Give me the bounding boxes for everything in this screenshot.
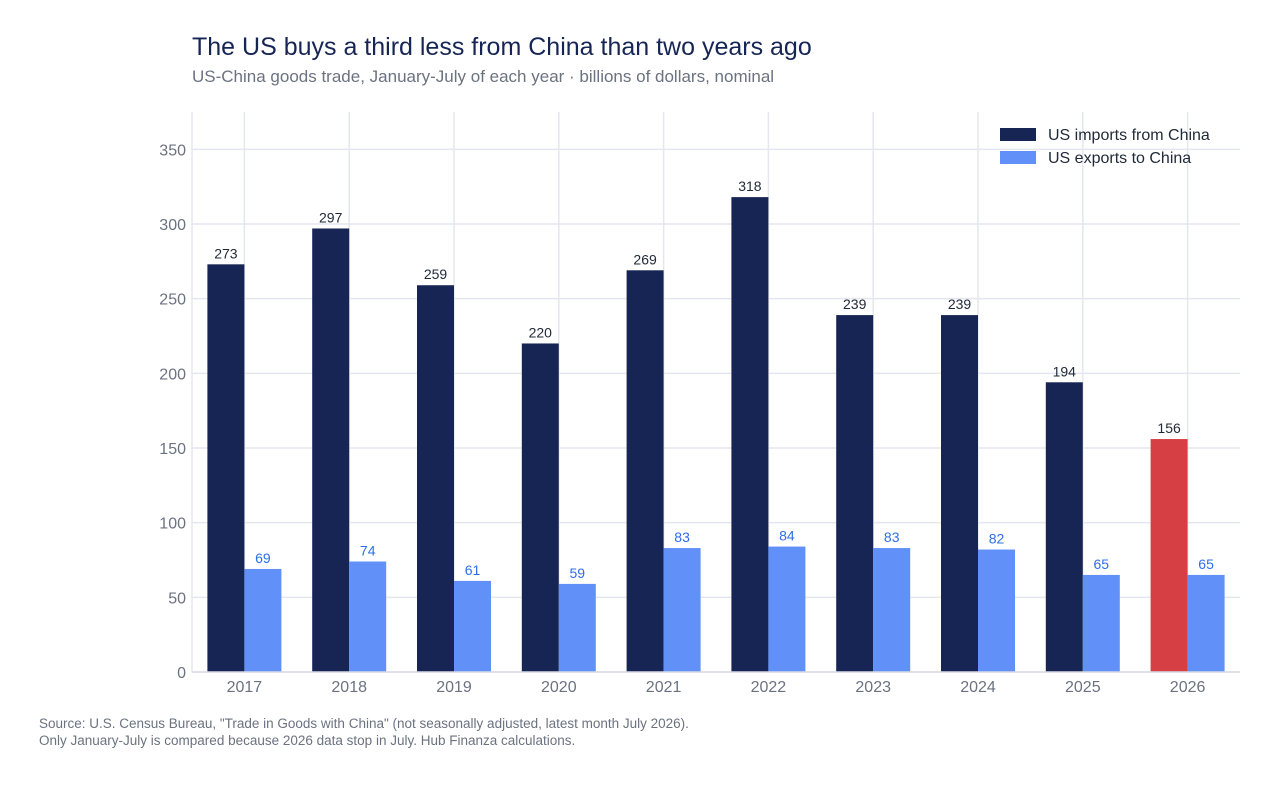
source-line-1: Source: U.S. Census Bureau, "Trade in Go…: [39, 716, 689, 731]
data-label-exports-2025: 65: [1094, 556, 1110, 572]
data-label-imports-2018: 297: [319, 209, 343, 225]
data-label-exports-2022: 84: [779, 528, 795, 544]
x-tick-label: 2018: [331, 679, 367, 696]
source-line-2: Only January-July is compared because 20…: [39, 733, 576, 748]
data-label-imports-2025: 194: [1053, 363, 1077, 379]
legend-swatch-exports: [1000, 151, 1036, 164]
bar-imports-2026: [1150, 439, 1188, 672]
data-label-imports-2023: 239: [843, 296, 867, 312]
data-label-exports-2017: 69: [255, 550, 271, 566]
chart-title: The US buys a third less from China than…: [192, 33, 812, 61]
bar-exports-2018: [349, 561, 387, 672]
source-note: Source: U.S. Census Bureau, "Trade in Go…: [39, 715, 689, 749]
chart-subtitle: US-China goods trade, January-July of ea…: [192, 67, 775, 86]
y-tick-label: 350: [159, 142, 186, 159]
bar-exports-2019: [454, 580, 491, 672]
x-tick-label: 2021: [646, 679, 682, 696]
data-label-exports-2023: 83: [884, 529, 900, 545]
legend-swatch-imports: [1000, 128, 1036, 141]
y-tick-label: 200: [159, 366, 186, 383]
data-label-imports-2022: 318: [738, 178, 762, 194]
x-tick-label: 2025: [1065, 679, 1101, 696]
legend-label-exports: US exports to China: [1048, 150, 1191, 167]
bar-exports-2021: [663, 548, 701, 672]
x-tick-label: 2022: [751, 679, 787, 696]
bar-exports-2023: [873, 548, 911, 672]
bar-exports-2020: [558, 583, 596, 672]
y-tick-label: 150: [159, 441, 186, 458]
bar-exports-2024: [978, 549, 1015, 672]
bar-exports-2025: [1082, 574, 1120, 672]
data-label-imports-2021: 269: [633, 251, 657, 267]
data-label-exports-2019: 61: [465, 562, 481, 578]
y-tick-label: 0: [177, 665, 186, 682]
data-label-exports-2026: 65: [1198, 556, 1214, 572]
data-label-exports-2018: 74: [360, 542, 376, 558]
data-label-imports-2017: 273: [214, 245, 238, 261]
bar-exports-2026: [1187, 574, 1225, 672]
x-tick-label: 2020: [541, 679, 577, 696]
data-label-imports-2024: 239: [948, 296, 972, 312]
x-tick-label: 2026: [1170, 679, 1206, 696]
x-tick-label: 2019: [436, 679, 472, 696]
bar-exports-2022: [768, 546, 806, 672]
y-tick-label: 250: [159, 292, 186, 309]
data-label-exports-2024: 82: [989, 531, 1005, 547]
bar-exports-2017: [244, 568, 282, 672]
bar-imports-2022: [731, 197, 769, 672]
data-label-imports-2026: 156: [1157, 420, 1181, 436]
x-tick-label: 2024: [960, 679, 996, 696]
bar-imports-2024: [941, 315, 978, 672]
data-label-exports-2020: 59: [570, 565, 586, 581]
bar-imports-2017: [207, 264, 245, 672]
bar-imports-2019: [417, 285, 454, 672]
data-label-imports-2020: 220: [529, 324, 553, 340]
bar-imports-2025: [1045, 382, 1083, 672]
bar-imports-2018: [312, 228, 350, 673]
x-tick-label: 2023: [855, 679, 891, 696]
legend-label-imports: US imports from China: [1048, 127, 1210, 144]
y-tick-label: 50: [168, 590, 186, 607]
bar-imports-2021: [626, 270, 664, 672]
data-label-exports-2021: 83: [674, 529, 690, 545]
data-label-imports-2019: 259: [424, 266, 448, 282]
bar-imports-2020: [521, 343, 559, 672]
y-tick-label: 300: [159, 217, 186, 234]
y-tick-label: 100: [159, 516, 186, 533]
x-tick-label: 2017: [227, 679, 263, 696]
bar-imports-2023: [836, 315, 874, 672]
